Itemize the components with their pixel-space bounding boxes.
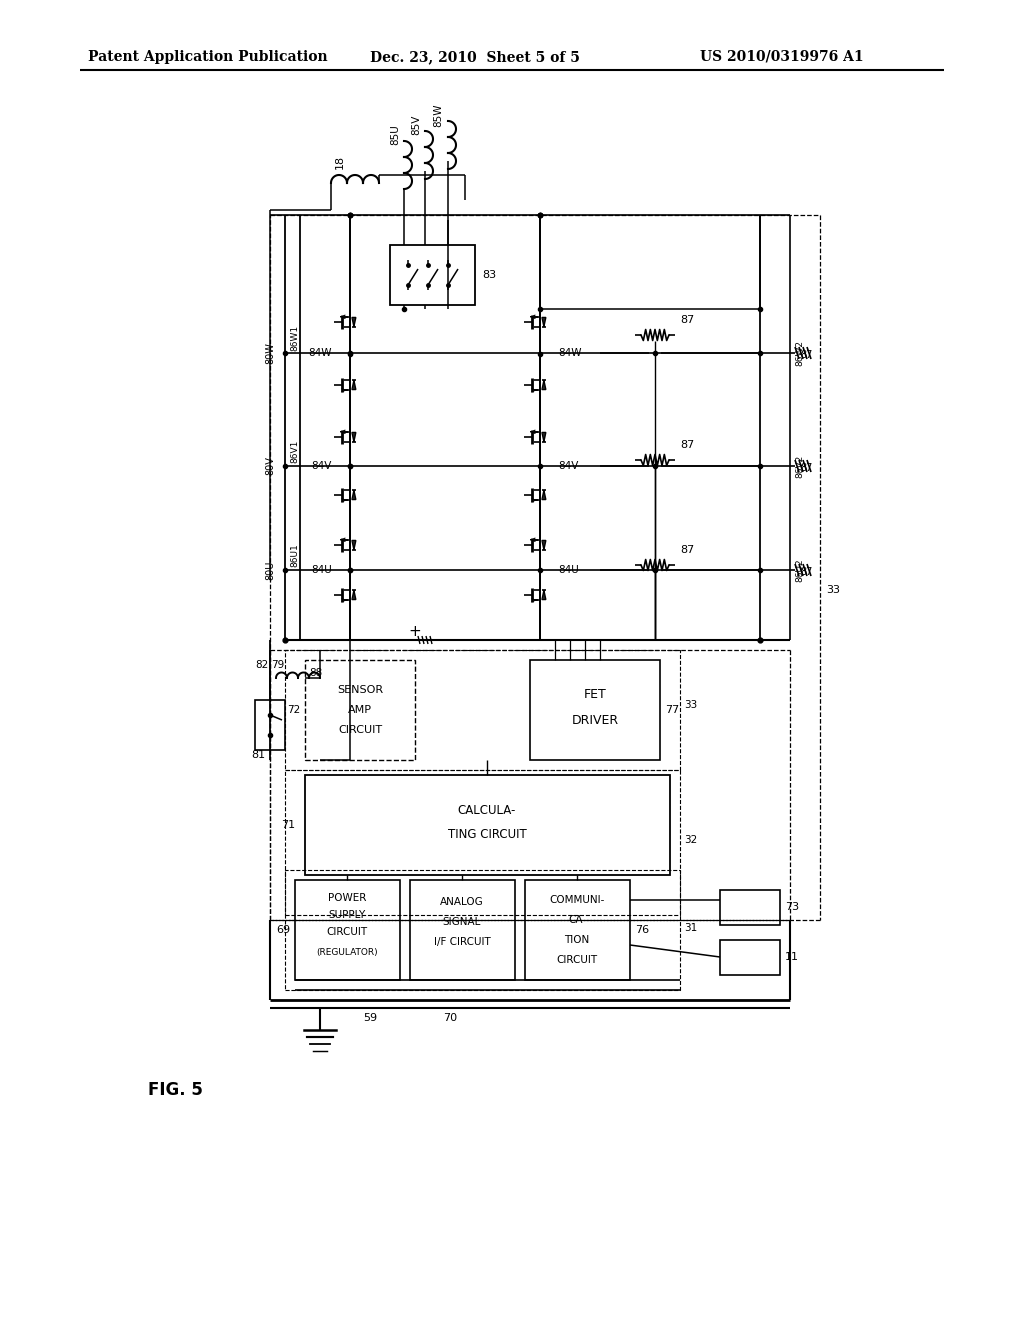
Bar	[720, 890, 780, 925]
Text: CA-: CA-	[568, 915, 586, 925]
Text: 86W2: 86W2	[795, 341, 804, 366]
Text: 87: 87	[680, 440, 694, 450]
Text: 86V1: 86V1	[291, 440, 299, 463]
Text: COMMUNI-: COMMUNI-	[549, 895, 605, 906]
Text: FET: FET	[584, 689, 606, 701]
Text: 69: 69	[275, 925, 290, 935]
Text: 82: 82	[255, 660, 268, 671]
Bar	[305, 660, 415, 760]
Text: 87: 87	[800, 463, 812, 473]
Text: 87: 87	[680, 315, 694, 325]
Bar	[390, 246, 475, 305]
Text: 76: 76	[635, 925, 649, 935]
Text: 86U2: 86U2	[795, 558, 804, 582]
Text: I/F CIRCUIT: I/F CIRCUIT	[433, 937, 490, 946]
Text: 70: 70	[443, 1012, 457, 1023]
Text: 33: 33	[684, 700, 697, 710]
Bar	[305, 775, 670, 875]
Text: TION: TION	[564, 935, 590, 945]
Text: 84V: 84V	[558, 461, 579, 471]
Text: +: +	[409, 624, 421, 639]
Text: 59: 59	[362, 1012, 377, 1023]
Text: CALCULA-: CALCULA-	[458, 804, 516, 817]
Text: 73: 73	[785, 902, 799, 912]
Text: DRIVER: DRIVER	[571, 714, 618, 726]
Text: 86V2: 86V2	[795, 454, 804, 478]
Text: 85W: 85W	[433, 103, 443, 127]
Text: 81: 81	[251, 750, 265, 760]
Text: 79: 79	[270, 660, 284, 671]
Text: CIRCUIT: CIRCUIT	[338, 725, 382, 735]
Text: 80U: 80U	[265, 560, 275, 579]
Text: CIRCUIT: CIRCUIT	[556, 954, 598, 965]
Text: 77: 77	[665, 705, 679, 715]
Text: 87: 87	[800, 350, 812, 360]
Text: 87: 87	[800, 568, 812, 577]
Text: POWER: POWER	[328, 894, 367, 903]
Text: 85V: 85V	[411, 115, 421, 135]
Text: SUPPLY: SUPPLY	[329, 909, 366, 920]
Bar	[285, 870, 680, 990]
Text: 18: 18	[335, 154, 345, 169]
Bar	[285, 770, 680, 915]
Text: FIG. 5: FIG. 5	[148, 1081, 203, 1100]
Text: 86U1: 86U1	[291, 543, 299, 566]
Text: 80W: 80W	[265, 342, 275, 364]
Bar	[530, 660, 660, 760]
Bar	[720, 940, 780, 975]
Text: 71: 71	[281, 820, 295, 830]
Text: AMP: AMP	[348, 705, 372, 715]
Text: SIGNAL: SIGNAL	[442, 917, 481, 927]
Text: 85U: 85U	[390, 124, 400, 145]
Text: 84V: 84V	[311, 461, 332, 471]
Text: 84W: 84W	[558, 348, 582, 359]
Bar	[410, 880, 515, 979]
Text: 80V: 80V	[265, 457, 275, 475]
Text: 11: 11	[785, 952, 799, 962]
Text: 86W1: 86W1	[291, 325, 299, 351]
Bar	[285, 649, 680, 770]
Bar	[255, 700, 285, 750]
Bar	[295, 880, 400, 979]
Text: 33: 33	[826, 585, 840, 595]
Text: Patent Application Publication: Patent Application Publication	[88, 50, 328, 63]
Text: 87: 87	[680, 545, 694, 554]
Text: 84W: 84W	[308, 348, 332, 359]
Text: 72: 72	[287, 705, 300, 715]
Text: 88: 88	[309, 668, 323, 678]
Text: 31: 31	[684, 923, 697, 933]
Bar	[525, 880, 630, 979]
Text: Dec. 23, 2010  Sheet 5 of 5: Dec. 23, 2010 Sheet 5 of 5	[370, 50, 580, 63]
Text: ANALOG: ANALOG	[440, 898, 484, 907]
Text: (REGULATOR): (REGULATOR)	[316, 948, 378, 957]
Text: 32: 32	[684, 836, 697, 845]
Text: 83: 83	[482, 271, 496, 280]
Text: 84U: 84U	[311, 565, 332, 576]
Text: SENSOR: SENSOR	[337, 685, 383, 696]
Text: TING CIRCUIT: TING CIRCUIT	[447, 829, 526, 842]
Text: 84U: 84U	[558, 565, 579, 576]
Text: CIRCUIT: CIRCUIT	[327, 927, 368, 937]
Text: US 2010/0319976 A1: US 2010/0319976 A1	[700, 50, 863, 63]
